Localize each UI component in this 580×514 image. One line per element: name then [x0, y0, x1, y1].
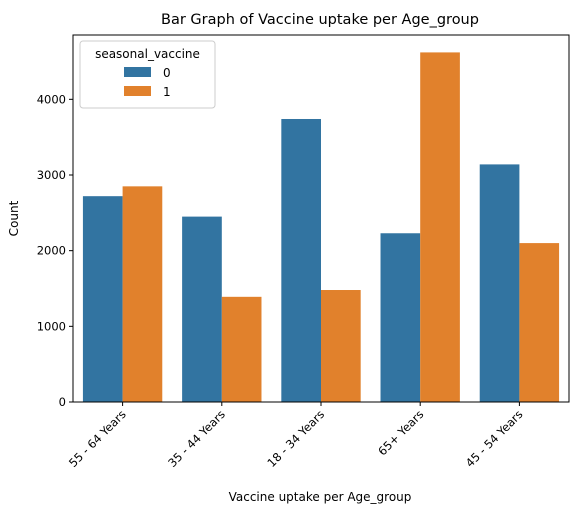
legend-title: seasonal_vaccine — [95, 47, 200, 61]
legend-swatch-0 — [124, 67, 151, 77]
x-tick-label: 18 - 34 Years — [264, 407, 327, 470]
x-tick-label: 35 - 44 Years — [165, 407, 228, 470]
bar-series-1-4 — [519, 243, 560, 402]
y-tick-label: 0 — [59, 395, 66, 409]
y-tick-label: 4000 — [37, 92, 66, 106]
bars — [82, 52, 560, 403]
legend-swatch-1 — [124, 86, 151, 96]
plot-frame — [72, 34, 570, 403]
bar-series-0-3 — [380, 233, 421, 402]
legend-label-1: 1 — [163, 85, 171, 99]
bar-series-0-4 — [479, 164, 520, 402]
bar-series-0-2 — [281, 118, 321, 403]
y-tick-label: 1000 — [37, 319, 66, 333]
y-axis: 0 1000 2000 3000 4000 — [37, 92, 73, 409]
x-axis: 55 - 64 Years 35 - 44 Years 18 - 34 Years 6… — [66, 402, 526, 470]
x-tick-label: 55 - 64 Years — [66, 407, 129, 470]
bar-series-1-0 — [122, 186, 163, 402]
y-tick-label: 2000 — [37, 244, 66, 258]
bar-series-0-1 — [182, 216, 222, 402]
y-tick-label: 3000 — [37, 168, 66, 182]
bar-series-0-0 — [82, 196, 123, 402]
legend: seasonal_vaccine 0 1 — [79, 40, 216, 109]
x-tick-label: 45 - 54 Years — [463, 407, 526, 470]
x-tick-label: 65+ Years — [375, 407, 426, 458]
bar-series-1-3 — [420, 52, 460, 403]
y-axis-label: Count — [7, 200, 21, 236]
legend-label-0: 0 — [163, 66, 171, 80]
bar-series-1-1 — [221, 296, 262, 402]
bar-series-1-2 — [321, 290, 361, 402]
chart-title: Bar Graph of Vaccine uptake per Age_grou… — [161, 12, 479, 28]
x-axis-label: Vaccine uptake per Age_group — [229, 490, 412, 504]
